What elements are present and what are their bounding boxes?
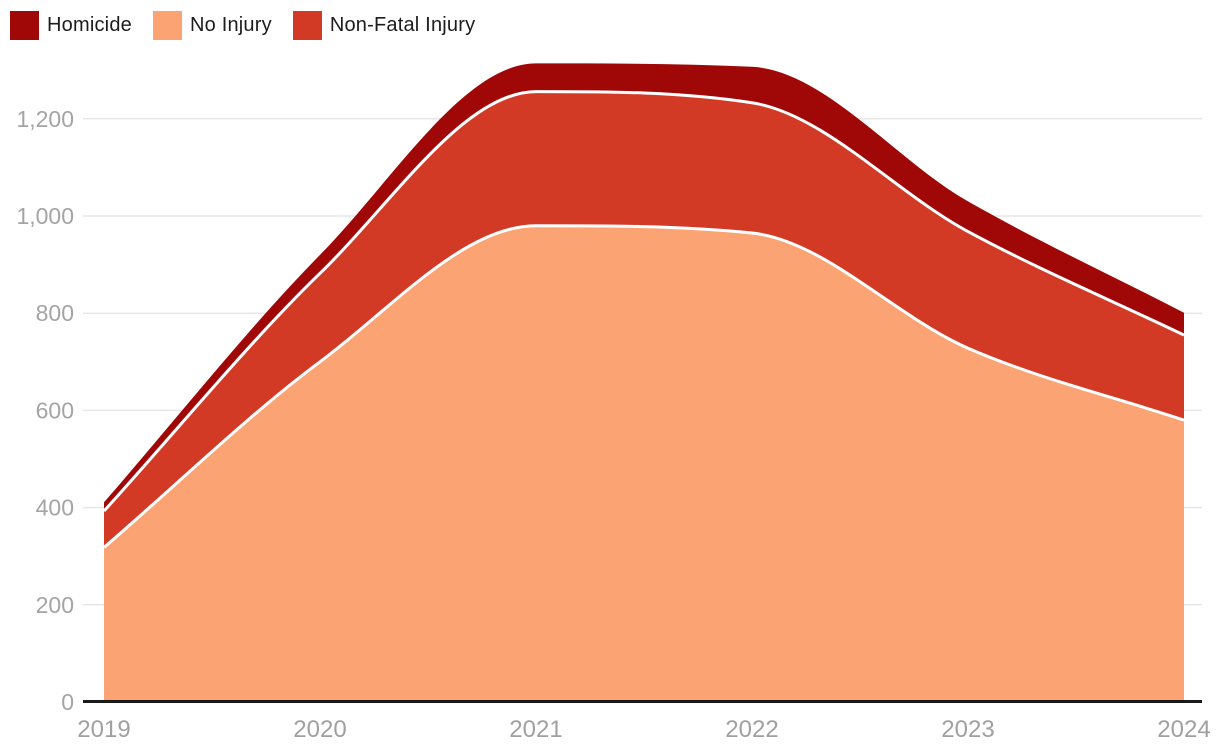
legend-label-non-fatal-injury: Non-Fatal Injury [329, 14, 476, 36]
series-separator-line-1 [103, 224, 1185, 549]
area-non-fatal-injury [104, 91, 1184, 548]
legend-label-no-injury: No Injury [189, 14, 272, 36]
legend-item-non-fatal-injury: Non-Fatal Injury [292, 11, 476, 40]
homicide-swatch-icon [10, 11, 39, 40]
legend-item-no-injury: No Injury [152, 11, 272, 40]
non-fatal-injury-swatch-icon [292, 11, 322, 40]
area-no-injury [104, 225, 1184, 702]
y-tick-label-1200: 1,200 [16, 106, 74, 132]
no-injury-swatch-icon [152, 11, 182, 40]
x-tick-label-2019: 2019 [77, 716, 130, 743]
y-tick-label-200: 200 [36, 592, 74, 618]
x-tick-label-2023: 2023 [941, 716, 994, 743]
y-tick-label-400: 400 [36, 495, 74, 521]
series-separator-line-2 [102, 90, 1185, 513]
legend-label-homicide: Homicide [47, 14, 132, 36]
x-tick-label-2022: 2022 [725, 716, 778, 743]
legend: Homicide No Injury Non-Fatal Injury [10, 11, 475, 40]
y-tick-label-0: 0 [61, 689, 74, 715]
y-tick-label-1000: 1,000 [16, 203, 74, 229]
y-tick-label-800: 800 [36, 300, 74, 326]
x-tick-label-2021: 2021 [509, 716, 562, 743]
x-tick-label-2024: 2024 [1157, 716, 1210, 743]
area-homicide [104, 63, 1184, 512]
legend-item-homicide: Homicide [10, 11, 132, 40]
x-tick-label-2020: 2020 [293, 716, 346, 743]
y-tick-label-600: 600 [36, 397, 74, 423]
